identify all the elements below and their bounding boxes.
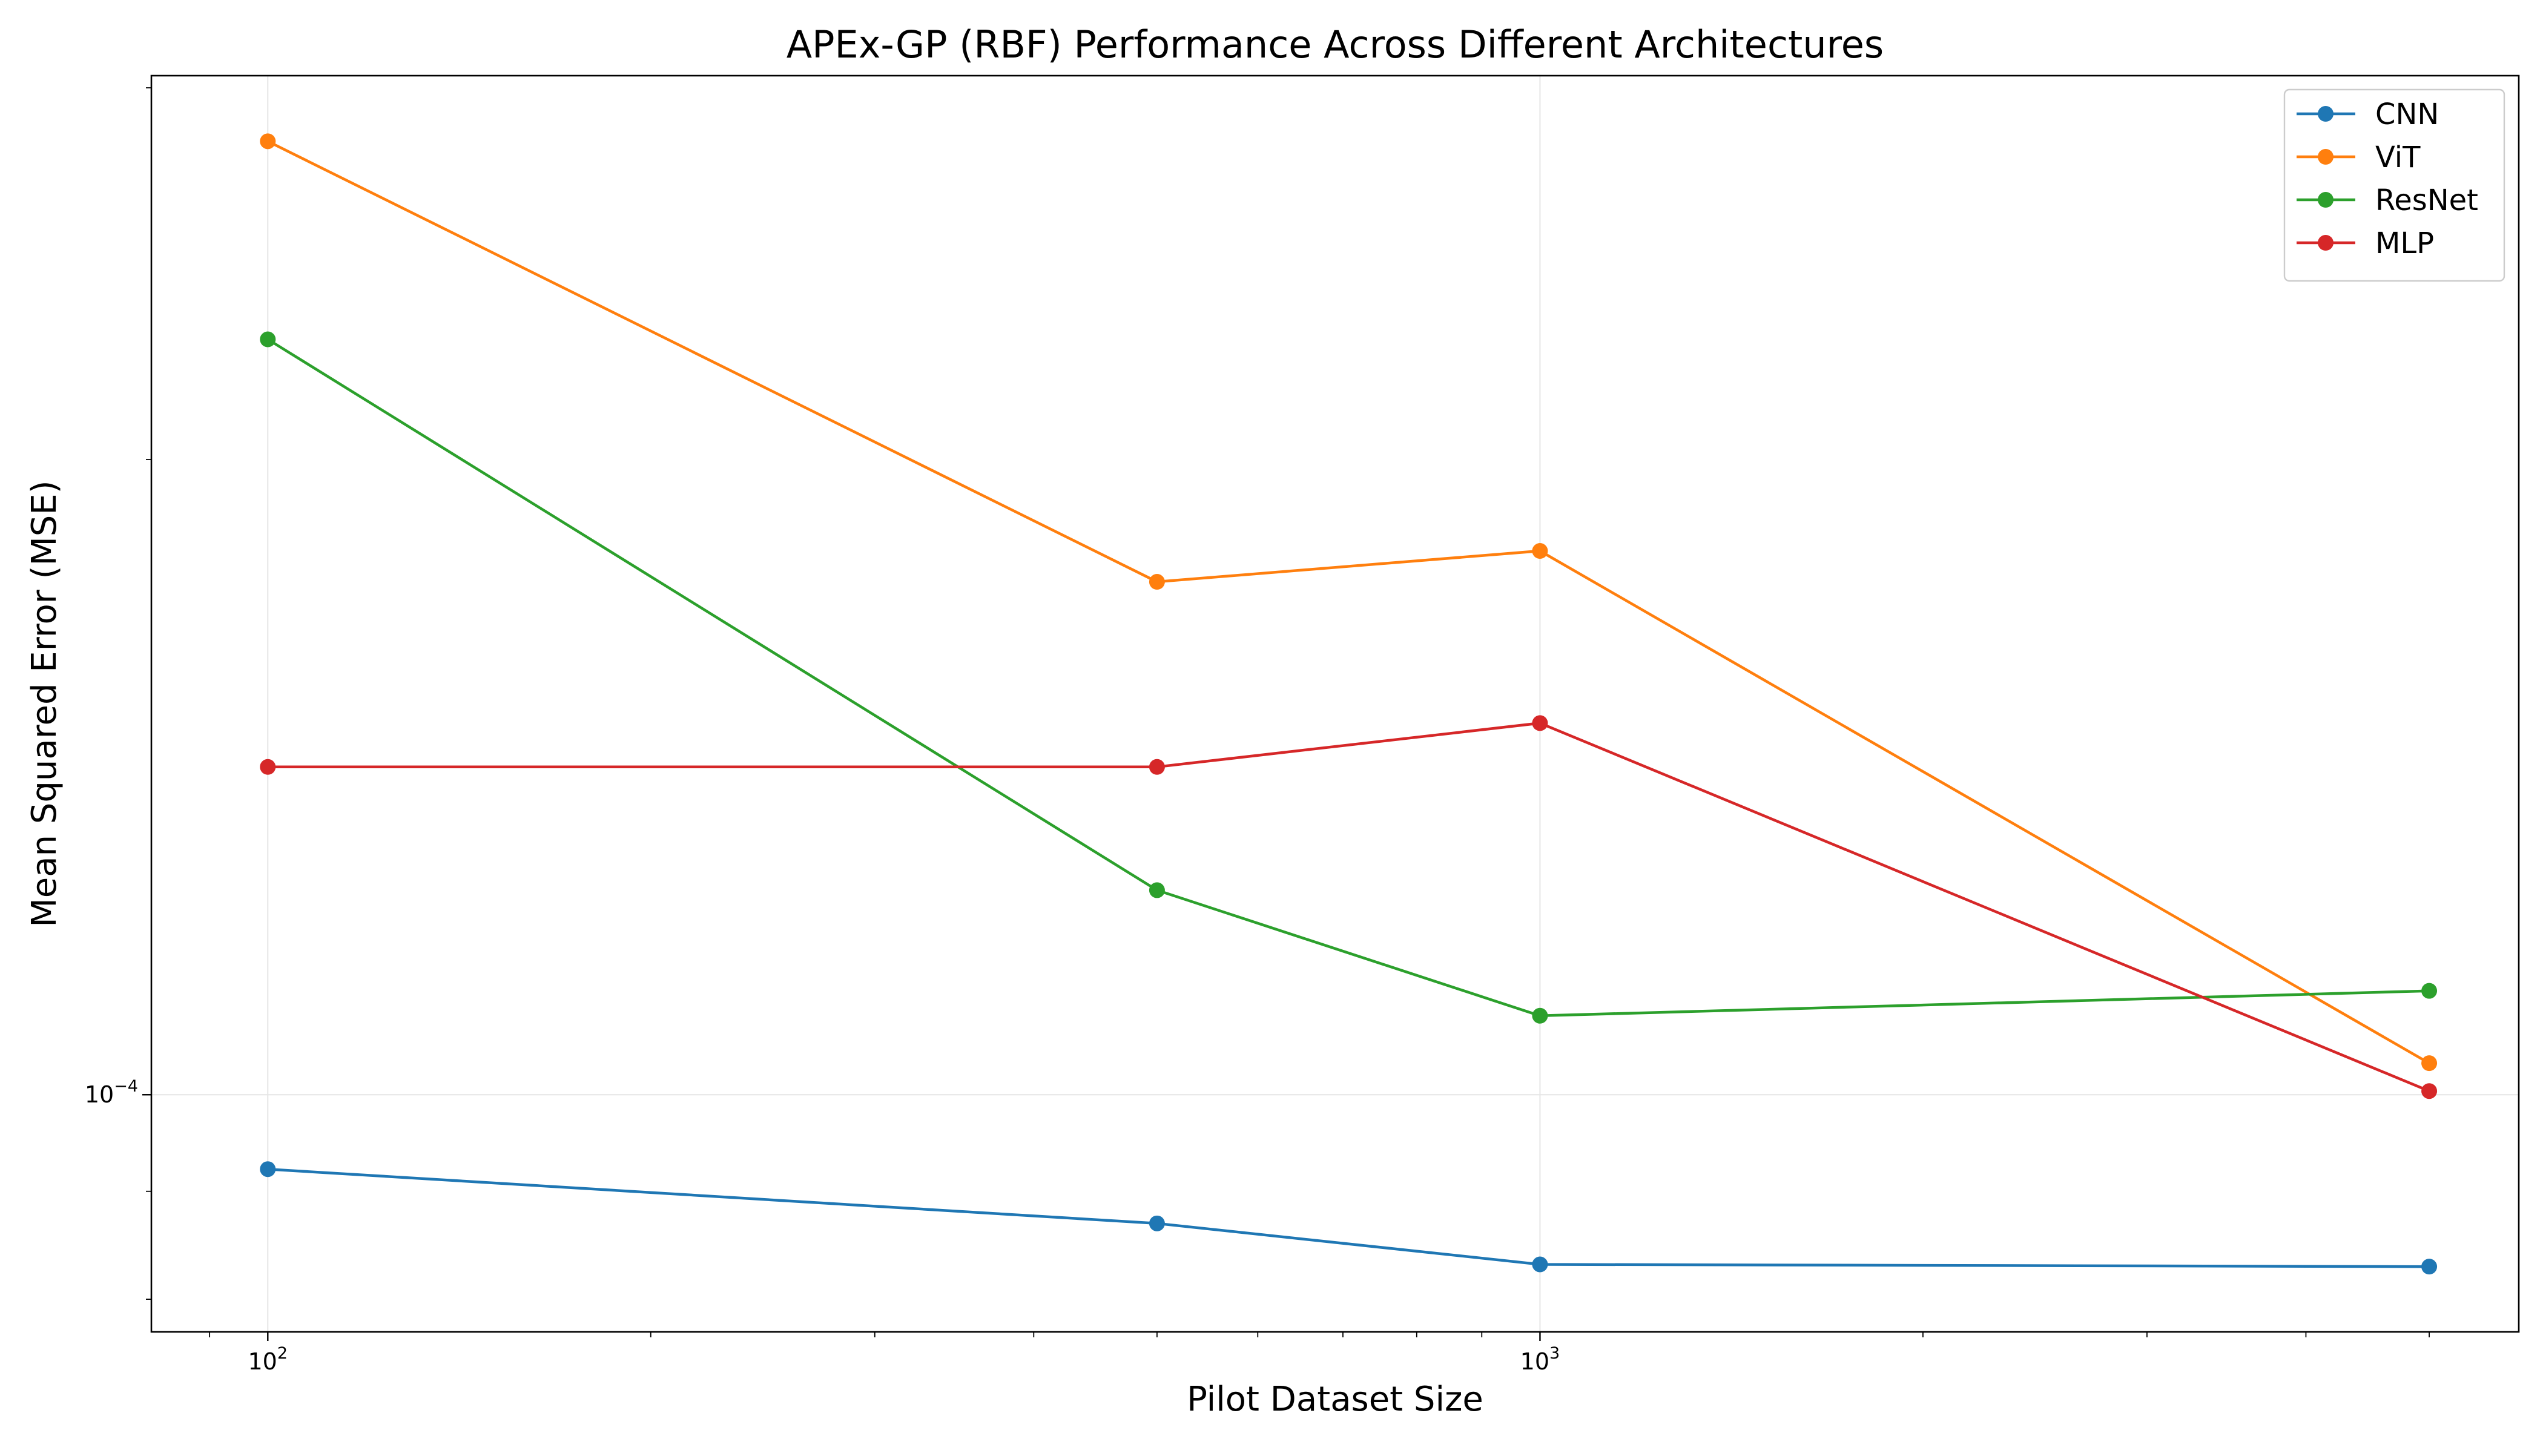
axis-ticks: 102 103 10−4 [85,87,2430,1375]
data-point-cnn [1149,1215,1165,1231]
series-vit [260,133,2438,1072]
data-point-resnet [2421,983,2438,999]
legend-label-resnet: ResNet [2375,183,2478,217]
data-point-vit [260,133,276,150]
plot-frame [150,74,2520,1333]
data-point-resnet [1149,882,1165,898]
legend: CNN ViT ResNet MLP [2283,88,2505,282]
grid [151,76,2519,1332]
legend-marker-cnn [2318,106,2334,122]
y-axis-label: Mean Squared Error (MSE) [25,480,64,927]
legend-marker-resnet [2318,192,2334,208]
data-point-vit [2421,1055,2438,1072]
legend-box [2283,88,2505,282]
x-tick-label: 103 [1520,1344,1560,1375]
series-line-vit [267,140,2430,1065]
legend-marker-mlp [2318,235,2334,251]
data-point-mlp [2421,1083,2438,1099]
data-point-cnn [1532,1256,1548,1273]
legend-item-cnn: CNN [2297,97,2439,131]
data-point-vit [1532,543,1548,559]
data-point-mlp [260,759,276,775]
y-tick-label: 10−4 [85,1077,138,1108]
series-line-resnet [267,338,2430,1018]
legend-label-vit: ViT [2375,140,2421,174]
data-point-cnn [2421,1259,2438,1275]
data-point-resnet [1532,1007,1548,1024]
data-point-resnet [260,331,276,348]
series-cnn [260,1161,2438,1275]
series-resnet [260,331,2438,1024]
series-line-mlp [268,722,2430,1093]
series-mlp [260,715,2438,1099]
data-point-mlp [1149,759,1165,775]
data-point-mlp [1532,715,1548,731]
legend-item-vit: ViT [2297,140,2421,174]
legend-label-mlp: MLP [2375,226,2434,260]
legend-item-resnet: ResNet [2297,183,2478,217]
data-point-cnn [260,1161,276,1178]
chart-title: APEx-GP (RBF) Performance Across Differe… [787,22,1884,67]
x-tick-label: 102 [248,1344,288,1375]
legend-marker-vit [2318,149,2334,165]
series-lines [260,133,2438,1275]
series-line-cnn [268,1167,2430,1268]
legend-label-cnn: CNN [2375,97,2439,131]
x-axis-label: Pilot Dataset Size [1187,1380,1483,1419]
data-point-vit [1149,574,1165,590]
legend-item-mlp: MLP [2297,226,2434,260]
